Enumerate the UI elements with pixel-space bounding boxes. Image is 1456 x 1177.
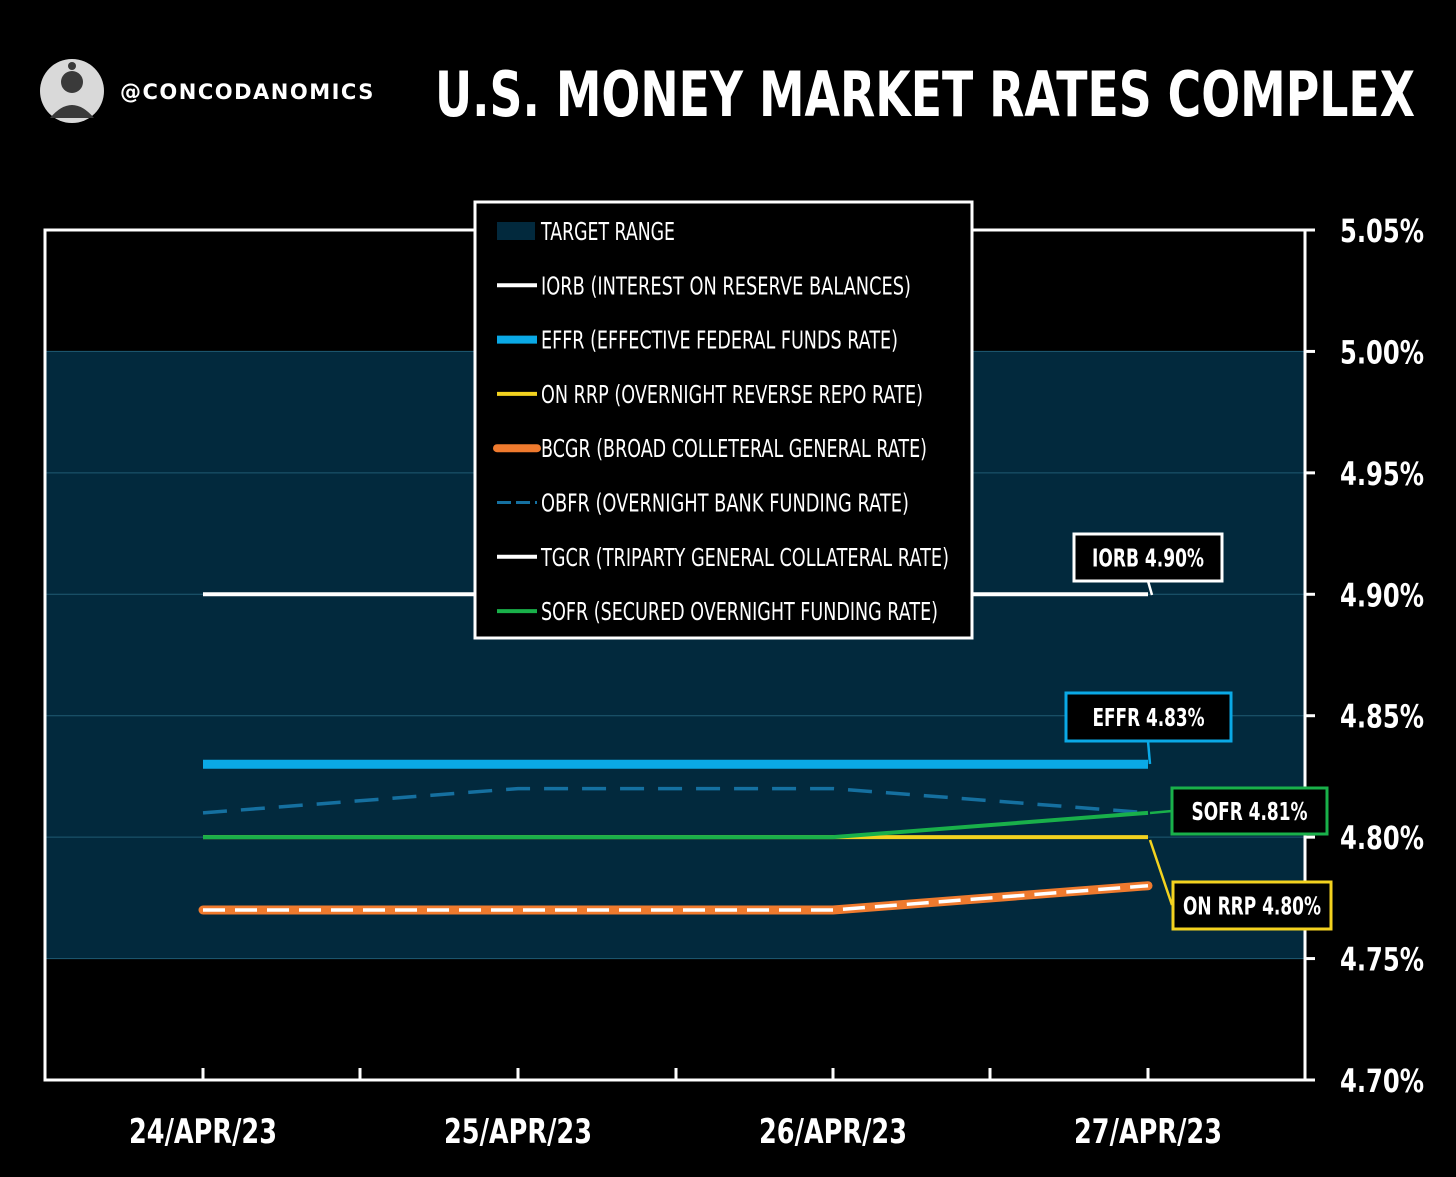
- annotation-sofr: SOFR 4.81%: [1149, 786, 1329, 836]
- legend-item-iorb[interactable]: IORB (INTEREST ON RESERVE BALANCES): [497, 271, 911, 300]
- x-ticks: 24/APR/23 25/APR/23 26/APR/23 27/APR/23: [129, 1068, 1222, 1152]
- annotation-box: [1072, 532, 1224, 583]
- annotation-leader: [1148, 839, 1174, 906]
- legend-label: EFFR (EFFECTIVE FEDERAL FUNDS RATE): [541, 326, 898, 355]
- legend-swatch: [497, 222, 535, 240]
- legend-label: TGCR (TRIPARTY GENERAL COLLATERAL RATE): [540, 543, 949, 572]
- annotation-iorb: IORB 4.90%: [1072, 532, 1224, 596]
- annotation-on-rrp: ON RRP 4.80%: [1148, 839, 1333, 931]
- annotations: IORB 4.90% EFFR 4.83% SOFR 4.81% ON RRP 4.8…: [1064, 532, 1333, 931]
- x-tick-label: 27/APR/23: [1074, 1112, 1222, 1152]
- y-tick-label: 4.70%: [1340, 1062, 1424, 1100]
- handle-label[interactable]: @CONCODANOMICS: [120, 80, 375, 104]
- legend-label: TARGET RANGE: [540, 217, 675, 246]
- legend-item-sofr[interactable]: SOFR (SECURED OVERNIGHT FUNDING RATE): [497, 597, 938, 626]
- legend-label: OBFR (OVERNIGHT BANK FUNDING RATE): [541, 489, 909, 518]
- y-tick-label: 5.00%: [1340, 333, 1424, 371]
- legend-label: BCGR (BROAD COLLETERAL GENERAL RATE): [541, 434, 927, 463]
- legend-label: SOFR (SECURED OVERNIGHT FUNDING RATE): [541, 597, 938, 626]
- header: @CONCODANOMICS U.S. MONEY MARKET RATES C…: [40, 58, 1415, 131]
- legend-item-obfr[interactable]: OBFR (OVERNIGHT BANK FUNDING RATE): [497, 489, 909, 518]
- legend: TARGET RANGE IORB (INTEREST ON RESERVE BA…: [473, 200, 974, 640]
- annotation-effr: EFFR 4.83%: [1064, 691, 1233, 765]
- legend-label: ON RRP (OVERNIGHT REVERSE REPO RATE): [541, 380, 923, 409]
- legend-item-target-range[interactable]: TARGET RANGE: [497, 217, 675, 246]
- legend-item-on-rrp[interactable]: ON RRP (OVERNIGHT REVERSE REPO RATE): [497, 380, 923, 409]
- series-line-obfr: [202, 786, 1149, 815]
- legend-item-tgcr[interactable]: TGCR (TRIPARTY GENERAL COLLATERAL RATE): [497, 543, 949, 572]
- annotation-label: EFFR 4.83%: [1093, 703, 1205, 732]
- y-tick-label: 4.85%: [1340, 698, 1424, 736]
- y-tick-label: 5.05%: [1340, 212, 1424, 250]
- annotation-leader: [1146, 740, 1152, 765]
- legend-box: [473, 200, 974, 640]
- annotation-box: [1170, 786, 1329, 836]
- avatar[interactable]: [40, 59, 104, 123]
- annotation-label: SOFR 4.81%: [1192, 797, 1308, 826]
- y-tick-label: 4.90%: [1340, 576, 1424, 614]
- legend-item-effr[interactable]: EFFR (EFFECTIVE FEDERAL FUNDS RATE): [497, 326, 898, 355]
- annotation-box: [1171, 880, 1333, 931]
- annotation-label: ON RRP 4.80%: [1183, 892, 1321, 921]
- y-ticks: 5.05% 5.00% 4.95% 4.90% 4.85% 4.80% 4.75% 4.70%: [1305, 212, 1424, 1100]
- annotation-box: [1064, 691, 1233, 743]
- x-tick-label: 24/APR/23: [129, 1112, 277, 1152]
- series-line-tgcr: [203, 883, 1149, 912]
- x-tick-label: 25/APR/23: [444, 1112, 592, 1152]
- page-title: U.S. MONEY MARKET RATES COMPLEX: [435, 58, 1415, 131]
- annotation-label: IORB 4.90%: [1092, 544, 1204, 573]
- y-tick-label: 4.95%: [1340, 455, 1424, 493]
- x-tick-label: 26/APR/23: [759, 1112, 907, 1152]
- annotation-leader: [1149, 809, 1173, 815]
- annotation-leader: [1146, 580, 1154, 596]
- legend-item-bcgr[interactable]: BCGR (BROAD COLLETERAL GENERAL RATE): [493, 434, 927, 463]
- series-line-sofr: [203, 810, 1149, 840]
- legend-label: IORB (INTEREST ON RESERVE BALANCES): [541, 271, 911, 300]
- y-tick-label: 4.80%: [1340, 819, 1424, 857]
- y-tick-label: 4.75%: [1340, 941, 1424, 979]
